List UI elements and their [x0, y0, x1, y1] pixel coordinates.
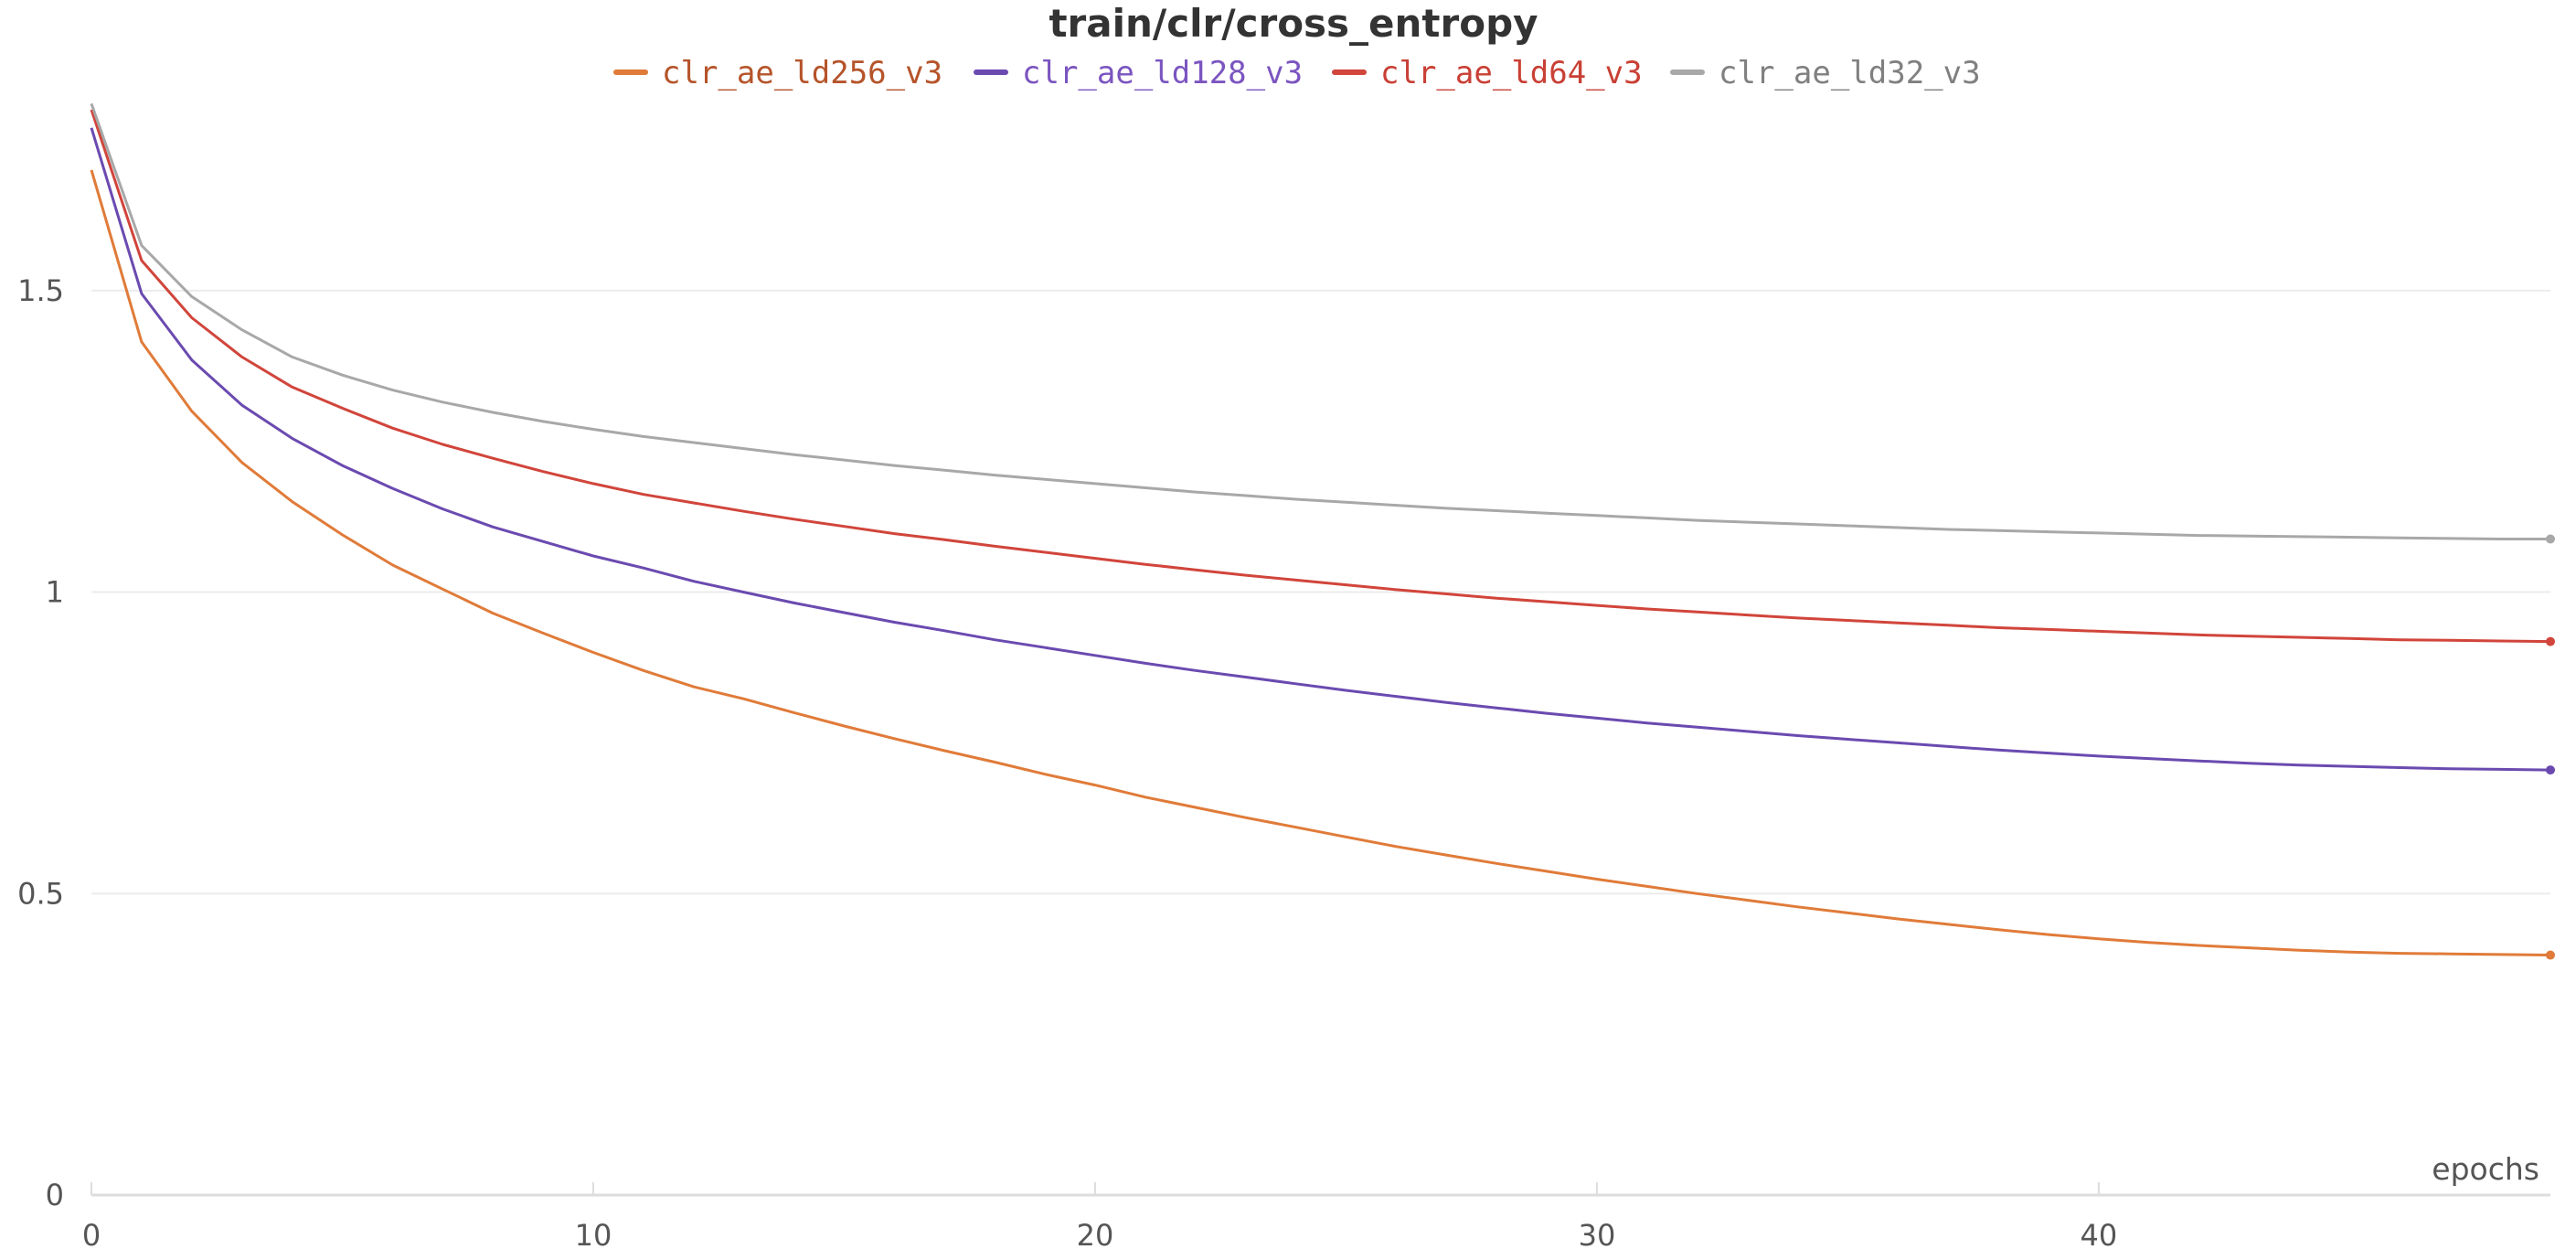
legend-label: clr_ae_ld64_v3	[1380, 55, 1643, 91]
series-end-point-clr_ae_ld256_v3	[2546, 950, 2555, 960]
legend-label: clr_ae_ld32_v3	[1719, 55, 1981, 91]
x-tick-label: 0	[82, 1218, 101, 1253]
y-tick-label: 1.5	[17, 273, 64, 308]
y-tick-label: 0.5	[17, 876, 64, 911]
x-tick-label: 30	[1579, 1218, 1616, 1253]
x-tick-label: 40	[2081, 1218, 2118, 1253]
legend-item-clr_ae_ld128_v3[interactable]: clr_ae_ld128_v3	[974, 55, 1303, 91]
legend-item-clr_ae_ld32_v3[interactable]: clr_ae_ld32_v3	[1670, 55, 1981, 91]
series-line-clr_ae_ld128_v3	[90, 127, 2551, 772]
legend: clr_ae_ld256_v3 clr_ae_ld128_v3 clr_ae_ld6…	[613, 55, 1981, 91]
y-axis: 0 0.5 1 1.5	[17, 273, 64, 1212]
series-end-point-clr_ae_ld64_v3	[2546, 636, 2555, 646]
gridlines	[91, 289, 2550, 895]
series-line-clr_ae_ld256_v3	[90, 169, 2551, 956]
y-tick-label: 0	[46, 1178, 64, 1212]
x-tick-label: 20	[1077, 1218, 1114, 1253]
legend-item-clr_ae_ld64_v3[interactable]: clr_ae_ld64_v3	[1332, 55, 1643, 91]
legend-label: clr_ae_ld256_v3	[662, 55, 942, 91]
x-axis-label: epochs	[2432, 1151, 2539, 1187]
series-line-clr_ae_ld64_v3	[90, 109, 2551, 644]
series-line-clr_ae_ld32_v3	[90, 102, 2550, 540]
x-axis: 0 10 20 30 40	[82, 1182, 2550, 1253]
series-end-point-clr_ae_ld128_v3	[2546, 765, 2555, 775]
series-layer	[90, 102, 2555, 960]
legend-label: clr_ae_ld128_v3	[1022, 55, 1303, 91]
x-tick-label: 10	[575, 1218, 612, 1253]
legend-item-clr_ae_ld256_v3[interactable]: clr_ae_ld256_v3	[613, 55, 942, 91]
y-tick-label: 1	[46, 575, 64, 610]
chart-title: train/clr/cross_entropy	[1048, 1, 1538, 46]
series-end-point-clr_ae_ld32_v3	[2546, 534, 2555, 544]
